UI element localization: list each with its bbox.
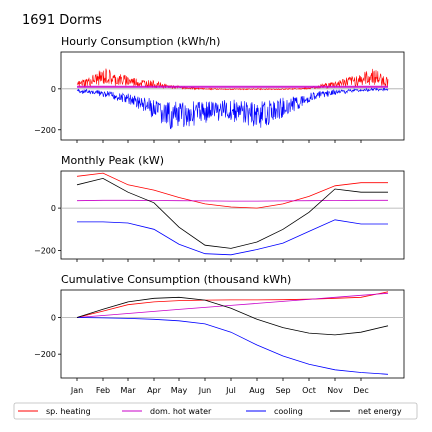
monthly-net-energy-series: [76, 177, 388, 249]
month-label-jun: Jun: [198, 386, 212, 395]
monthly-sp-heating-series: [76, 172, 388, 209]
legend-label-cooling: cooling: [274, 407, 303, 416]
month-label-jan: Jan: [70, 386, 83, 395]
monthly-panel-title: Monthly Peak (kW): [61, 154, 164, 167]
cumulative-panel-title: Cumulative Consumption (thousand kWh): [61, 273, 292, 286]
hourly-dhw-band: [77, 85, 388, 88]
cumulative-cooling-series: [76, 317, 389, 375]
page-title: 1691 Dorms: [22, 13, 102, 28]
hourly-panel-title: Hourly Consumption (kWh/h): [61, 35, 221, 48]
cumulative-ytick-label: −200: [34, 350, 56, 359]
month-label-oct: Oct: [302, 386, 316, 395]
monthly-ytick-label: −200: [34, 247, 56, 256]
legend: [13, 402, 418, 420]
hourly-cooling-series: [76, 87, 389, 130]
month-label-nov: Nov: [327, 386, 343, 395]
monthly-frame: [60, 170, 405, 260]
month-label-dec: Dec: [353, 386, 368, 395]
monthly-cooling-series: [77, 219, 388, 256]
cumulative-sp-heating-series: [76, 291, 389, 318]
month-label-may: May: [171, 386, 188, 395]
cumulative-ytick-label: 0: [51, 314, 56, 323]
monthly-ytick-label: 0: [51, 204, 56, 213]
monthly-plot: [58, 170, 405, 262]
cumulative-dom-hot-water-series: [76, 292, 389, 318]
legend-label-sp-heating: sp. heating: [46, 407, 91, 416]
month-label-mar: Mar: [120, 386, 136, 395]
hourly-plot: [58, 51, 405, 143]
legend-box: [13, 402, 418, 420]
monthly-dom-hot-water-series: [76, 199, 388, 202]
month-label-feb: Feb: [96, 386, 110, 395]
cumulative-net-energy-series: [76, 296, 389, 336]
cumulative-frame: [60, 289, 405, 379]
month-label-jul: Jul: [225, 386, 236, 395]
month-label-sep: Sep: [275, 386, 290, 395]
month-label-aug: Aug: [249, 386, 265, 395]
legend-label-dom-hot-water: dom. hot water: [150, 407, 212, 416]
hourly-ytick-label: 0: [51, 85, 56, 94]
legend-label-net-energy: net energy: [358, 407, 402, 416]
cumulative-plot: [58, 289, 405, 381]
hourly-ytick-label: −200: [34, 126, 56, 135]
hourly-heating-series: [76, 68, 389, 91]
hourly-frame: [60, 51, 405, 141]
month-label-apr: Apr: [147, 386, 162, 395]
